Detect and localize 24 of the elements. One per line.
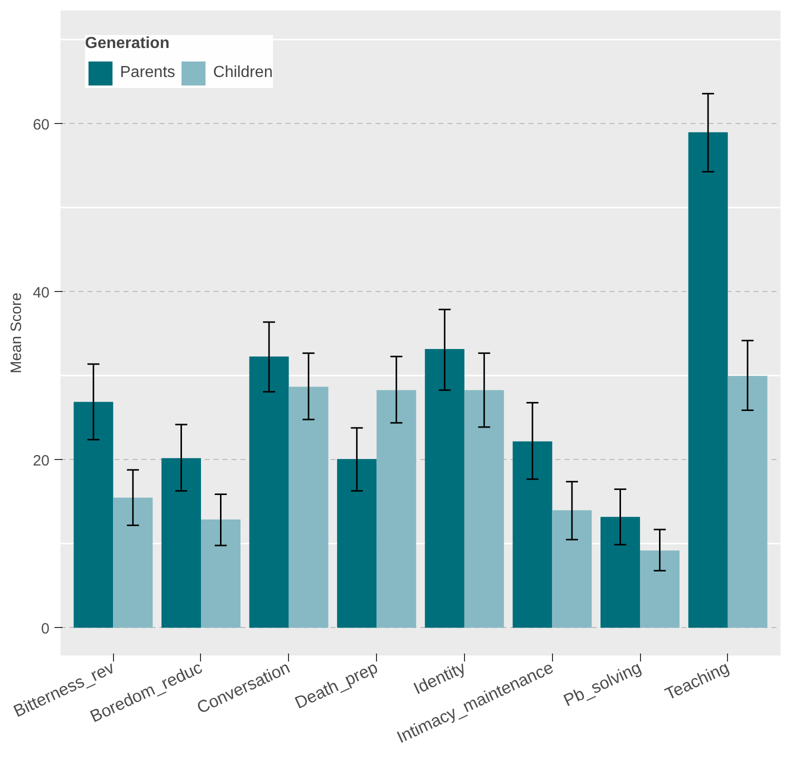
bar: [161, 458, 201, 628]
y-tick-label: 0: [41, 620, 50, 638]
legend-label: Parents: [120, 64, 176, 82]
bar: [600, 516, 640, 628]
bar: [464, 390, 504, 628]
y-tick-label: 60: [32, 116, 50, 134]
bar: [113, 498, 153, 628]
bar: [249, 356, 289, 628]
bar: [640, 550, 680, 628]
y-tick-label: 40: [32, 284, 50, 302]
bar: [728, 376, 768, 628]
legend-label: Children: [213, 64, 273, 82]
bar: [200, 519, 240, 628]
y-tick-label: 20: [32, 452, 50, 470]
bar: [552, 510, 592, 628]
y-axis-title: Mean Score: [8, 292, 25, 374]
bar: [512, 441, 552, 628]
bar: [288, 386, 328, 628]
bar: [688, 132, 728, 628]
bar: [424, 348, 464, 628]
legend-title: Generation: [85, 35, 170, 53]
bar: [376, 390, 416, 628]
bar: [337, 458, 377, 628]
bar: [74, 402, 114, 628]
